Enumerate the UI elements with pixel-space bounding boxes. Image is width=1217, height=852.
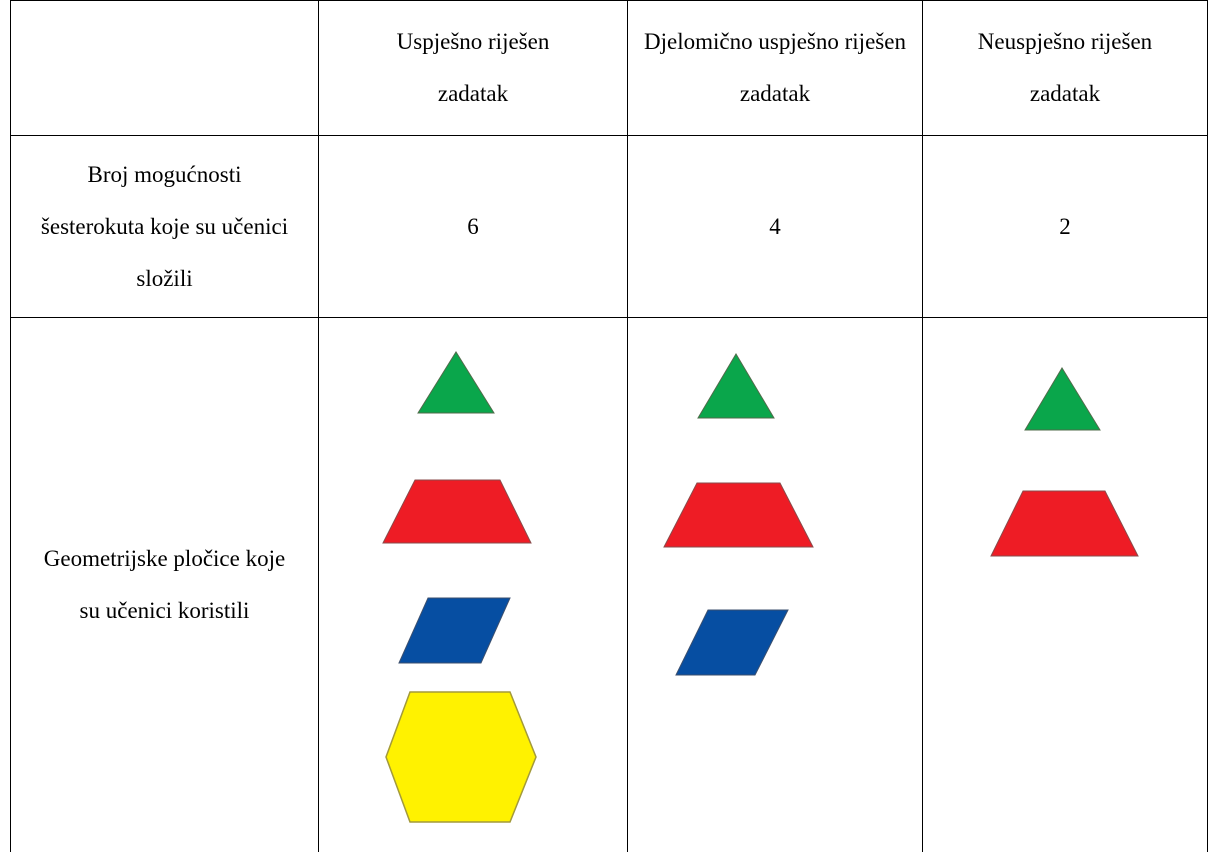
trapezoid-tile [663,482,814,548]
row-label: Broj mogućnosti šesterokuta koje su učen… [10,135,319,318]
value-cell: 6 [318,135,628,318]
row-label: Geometrijske pločice koje su učenici kor… [10,317,319,852]
count-row: Broj mogućnosti šesterokuta koje su učen… [10,135,1208,318]
triangle-tile [417,351,495,414]
header-text: Djelomično uspješno riješen zadatak [644,29,906,106]
trapezoid-tile [990,490,1139,557]
header-cell: Neuspješno riješen zadatak [922,0,1208,136]
empty-cell [10,0,319,136]
row-label-text: Broj mogućnosti šesterokuta koje su učen… [40,161,289,291]
triangle-tile [697,353,775,419]
triangle-tile [1024,367,1101,431]
hexagon-tile [385,691,537,823]
header-cell: Djelomično uspješno riješen zadatak [627,0,923,136]
header-text: Uspješno riješen zadatak [396,29,550,106]
tiles-cell [627,317,923,852]
trapezoid-tile [382,479,532,544]
rhombus-tile [675,609,789,676]
value-cell: 4 [627,135,923,318]
value-cell: 2 [922,135,1208,318]
rhombus-tile [398,597,511,664]
header-text: Neuspješno riješen zadatak [977,29,1153,106]
row-label-text: Geometrijske pločice koje su učenici kor… [43,546,286,624]
results-table: Uspješno riješen zadatak Djelomično uspj… [10,0,1208,852]
